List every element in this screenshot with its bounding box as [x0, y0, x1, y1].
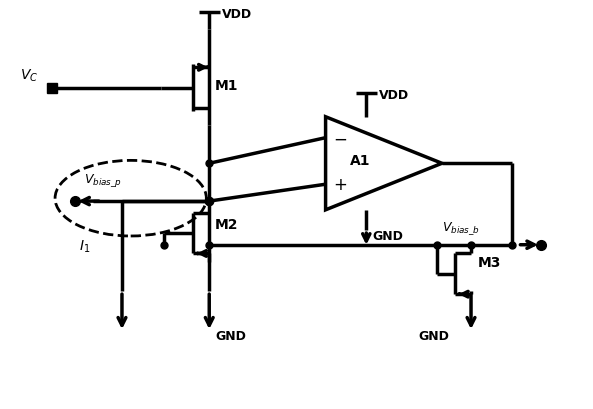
Text: GND: GND	[215, 329, 246, 342]
Text: $V_C$: $V_C$	[20, 67, 39, 84]
Text: VDD: VDD	[379, 89, 409, 102]
Text: M2: M2	[215, 218, 238, 232]
Text: GND: GND	[419, 329, 449, 342]
Text: VDD: VDD	[222, 8, 252, 20]
Text: $I_1$: $I_1$	[79, 238, 90, 255]
Text: GND: GND	[372, 230, 403, 243]
Text: $V_{bias\_p}$: $V_{bias\_p}$	[84, 172, 122, 189]
Text: A1: A1	[350, 154, 371, 168]
Text: $V_{bias\_b}$: $V_{bias\_b}$	[442, 220, 480, 236]
Text: M3: M3	[478, 256, 501, 270]
Text: $+$: $+$	[333, 176, 347, 194]
Text: $-$: $-$	[333, 129, 347, 147]
Text: M1: M1	[215, 79, 238, 92]
